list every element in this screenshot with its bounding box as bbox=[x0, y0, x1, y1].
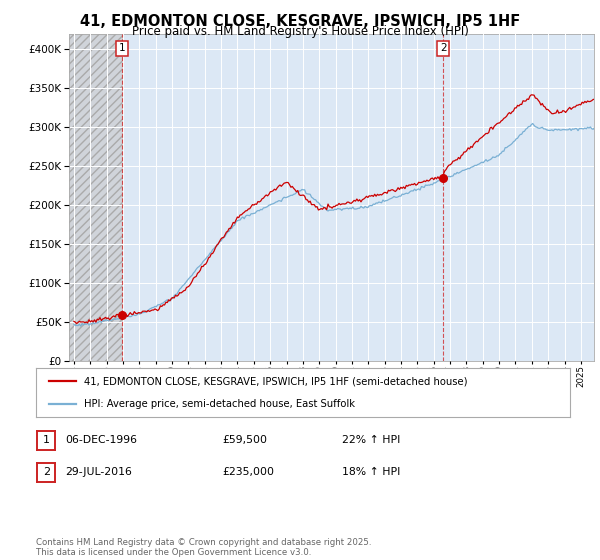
Text: 06-DEC-1996: 06-DEC-1996 bbox=[65, 435, 137, 445]
Text: 2: 2 bbox=[43, 467, 50, 477]
Text: £59,500: £59,500 bbox=[222, 435, 267, 445]
Text: 41, EDMONTON CLOSE, KESGRAVE, IPSWICH, IP5 1HF (semi-detached house): 41, EDMONTON CLOSE, KESGRAVE, IPSWICH, I… bbox=[84, 376, 467, 386]
Bar bbox=[69, 34, 122, 361]
Text: Price paid vs. HM Land Registry's House Price Index (HPI): Price paid vs. HM Land Registry's House … bbox=[131, 25, 469, 38]
Bar bbox=[69, 34, 122, 361]
Text: 29-JUL-2016: 29-JUL-2016 bbox=[65, 466, 131, 477]
Text: 18% ↑ HPI: 18% ↑ HPI bbox=[342, 466, 400, 477]
Text: 1: 1 bbox=[43, 435, 50, 445]
Text: £235,000: £235,000 bbox=[222, 466, 274, 477]
Text: HPI: Average price, semi-detached house, East Suffolk: HPI: Average price, semi-detached house,… bbox=[84, 399, 355, 409]
Text: Contains HM Land Registry data © Crown copyright and database right 2025.
This d: Contains HM Land Registry data © Crown c… bbox=[36, 538, 371, 557]
Text: 22% ↑ HPI: 22% ↑ HPI bbox=[342, 435, 400, 445]
Text: 2: 2 bbox=[440, 43, 446, 53]
Text: 1: 1 bbox=[118, 43, 125, 53]
Text: 41, EDMONTON CLOSE, KESGRAVE, IPSWICH, IP5 1HF: 41, EDMONTON CLOSE, KESGRAVE, IPSWICH, I… bbox=[80, 14, 520, 29]
